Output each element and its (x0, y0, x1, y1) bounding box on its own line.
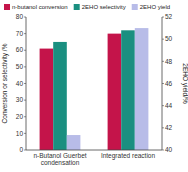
chart: n-butanol conversion 2EHO selectivity 2EHO… (0, 0, 188, 172)
y-tick-label: 30 (16, 96, 24, 103)
legend-swatch (4, 4, 10, 10)
y2-tick-label: 42 (165, 124, 173, 131)
legend-swatch (74, 4, 80, 10)
bar (121, 30, 135, 150)
x-tick-label-line: Integrated reaction (101, 152, 156, 160)
legend-label: 2EHO yield (140, 4, 170, 10)
y-tick (24, 66, 26, 67)
y-tick-label: 60 (16, 46, 24, 53)
y-axis-label: Conversion or selectivity /% (1, 43, 9, 123)
y-tick (24, 116, 26, 117)
y-tick (24, 17, 26, 18)
y2-tick-label: 52 (165, 13, 173, 20)
x-tick-label-line: n-Butanol Guerbet (33, 152, 86, 159)
y2-tick (162, 83, 164, 84)
y-tick-label: 10 (16, 130, 24, 137)
legend-label: n-butanol conversion (12, 4, 68, 10)
y-tick-label: 40 (16, 80, 24, 87)
x-tick-label-line: condensation (41, 159, 80, 166)
bar (40, 49, 54, 150)
y2-tick-label: 44 (165, 102, 173, 109)
y-tick-label: 50 (16, 63, 24, 70)
y2-axis-label: 2EHO yield/% (181, 63, 188, 104)
x-tick-label: n-Butanol Guerbetcondensation (33, 152, 86, 166)
bar (108, 34, 122, 150)
y2-tick-label: 40 (165, 146, 173, 153)
axes: 0 10 20 30 40 50 60 70 80 40 42 44 46 48 50 52 n-Butanol… (16, 13, 173, 166)
y2-tick (162, 61, 164, 62)
legend: n-butanol conversion 2EHO selectivity 2EHO… (4, 4, 170, 10)
y2-tick (162, 150, 164, 151)
bars (40, 28, 149, 150)
bar (53, 42, 67, 150)
y-tick (24, 50, 26, 51)
y-tick-label: 20 (16, 113, 24, 120)
y-tick-label: 80 (16, 13, 24, 20)
y2-tick-label: 48 (165, 58, 173, 65)
y2-tick (162, 17, 164, 18)
y2-tick (162, 105, 164, 106)
y-tick-label: 70 (16, 30, 24, 37)
y-tick (24, 100, 26, 101)
y2-tick-label: 46 (165, 80, 173, 87)
y2-tick (162, 39, 164, 40)
bar (67, 135, 81, 150)
y-tick (24, 83, 26, 84)
y2-tick (162, 127, 164, 128)
legend-label: 2EHO selectivity (82, 4, 126, 10)
x-tick-label: Integrated reaction (101, 152, 156, 160)
y-tick (24, 33, 26, 34)
y-tick-label: 0 (19, 146, 23, 153)
y2-tick-label: 50 (165, 35, 173, 42)
bar (135, 28, 149, 150)
x-axis-line (26, 150, 162, 151)
y-tick (24, 133, 26, 134)
y-tick (24, 150, 26, 151)
legend-swatch (132, 4, 138, 10)
